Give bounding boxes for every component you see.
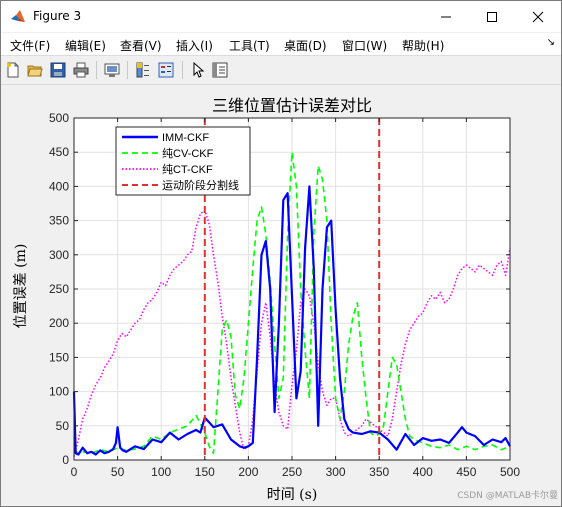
toolbar-separator [182, 61, 183, 79]
new-figure-icon[interactable] [4, 61, 22, 79]
y-tick-label: 400 [49, 179, 69, 193]
maximize-button[interactable] [469, 1, 515, 32]
menu-bar: 文件(F) 编辑(E) 查看(V) 插入(I) 工具(T) 桌面(D) 窗口(W… [1, 33, 561, 56]
y-tick-label: 150 [49, 350, 69, 364]
x-tick-label: 300 [326, 465, 346, 479]
link-plot-icon[interactable] [103, 61, 121, 79]
menu-window[interactable]: 窗口(W) [342, 39, 388, 53]
y-axis-label: 位置误差 (m) [13, 243, 29, 329]
legend-item-ct-ckf-label: 纯CT-CKF [162, 163, 213, 176]
menu-help[interactable]: 帮助(H) [402, 39, 445, 53]
save-icon[interactable] [49, 61, 67, 79]
minimize-button[interactable] [423, 1, 469, 32]
menu-insert[interactable]: 插入(I) [176, 39, 213, 53]
series-line-cv-ckf [73, 151, 511, 455]
y-tick-label: 350 [49, 214, 69, 228]
y-tick-label: 450 [49, 145, 69, 159]
toolbar-separator [96, 61, 97, 79]
colorbar-icon[interactable] [134, 61, 152, 79]
property-inspector-icon[interactable] [211, 61, 229, 79]
menu-desktop[interactable]: 桌面(D) [284, 39, 327, 53]
minimize-icon [441, 16, 451, 17]
x-tick-label: 250 [282, 465, 302, 479]
plot-title: 三维位置估计误差对比 [211, 96, 372, 115]
x-tick-label: 450 [456, 465, 476, 479]
title-bar[interactable]: Figure 3 [1, 1, 561, 32]
x-tick-label: 500 [500, 465, 520, 479]
x-tick-label: 200 [238, 465, 258, 479]
watermark: CSDN @MATLAB卡尔曼 [457, 491, 558, 501]
x-tick-label: 100 [151, 465, 171, 479]
menu-file[interactable]: 文件(F) [10, 39, 51, 53]
matlab-logo-icon [10, 9, 26, 25]
x-tick-label: 50 [111, 465, 125, 479]
y-tick-label: 500 [49, 111, 69, 125]
toolbar-separator [127, 61, 128, 79]
series-line-imm-ckf [72, 185, 511, 456]
y-tick-label: 0 [62, 453, 69, 467]
open-file-icon[interactable] [26, 61, 44, 79]
maximize-icon [487, 11, 497, 22]
legend-item-cv-ckf-label: 纯CV-CKF [162, 147, 214, 160]
legend-icon[interactable] [157, 61, 175, 79]
x-tick-label: 0 [71, 465, 78, 479]
y-tick-label: 200 [49, 316, 69, 330]
menu-tools[interactable]: 工具(T) [229, 39, 270, 53]
menu-overflow-icon[interactable]: ↘ [546, 37, 555, 48]
figure-toolbar [1, 57, 561, 85]
x-tick-label: 400 [413, 465, 433, 479]
menu-edit[interactable]: 编辑(E) [65, 39, 106, 53]
legend-box [115, 126, 251, 196]
x-tick-label: 150 [195, 465, 215, 479]
menu-view[interactable]: 查看(V) [120, 39, 162, 53]
close-button[interactable] [515, 1, 561, 32]
y-tick-label: 50 [56, 419, 70, 433]
y-tick-label: 300 [49, 248, 69, 262]
y-tick-label: 100 [49, 385, 69, 399]
close-icon [532, 11, 544, 22]
pointer-icon[interactable] [189, 61, 207, 79]
x-tick-label: 350 [369, 465, 389, 479]
y-tick-label: 250 [49, 282, 69, 296]
print-icon[interactable] [72, 61, 90, 79]
window-title: Figure 3 [33, 9, 82, 23]
legend-item-phase-line-label: 运动阶段分割线 [162, 178, 239, 192]
legend-item-imm-ckf-label: IMM-CKF [162, 132, 209, 144]
x-axis-label: 时间 (s) [266, 487, 318, 503]
